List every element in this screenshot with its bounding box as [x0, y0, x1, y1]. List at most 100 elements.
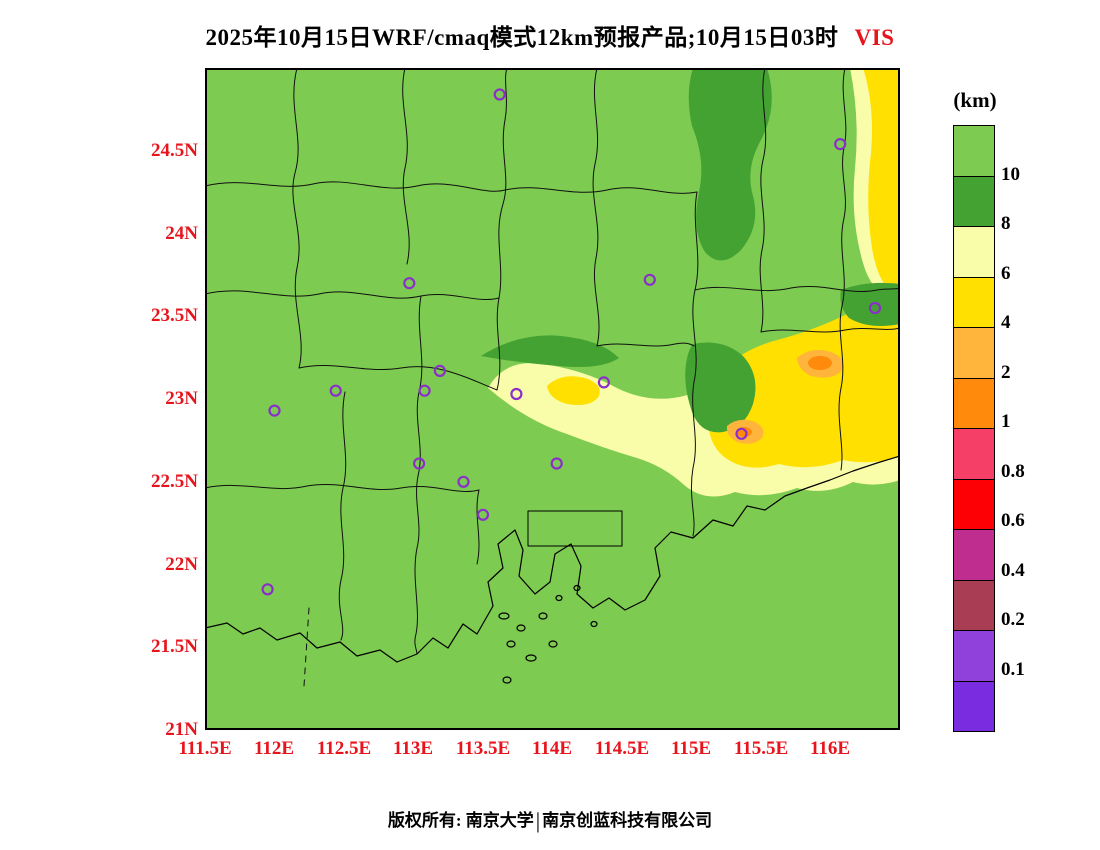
island	[538, 612, 548, 620]
colorbar-label: 0.1	[1001, 658, 1025, 680]
colorbar-cell	[954, 631, 994, 682]
lat-label: 24.5N	[151, 140, 198, 161]
boundary-line	[592, 67, 600, 347]
boundary-line	[690, 381, 696, 537]
colorbar-cell	[954, 479, 994, 530]
contour-dark-green-north	[688, 68, 772, 261]
maritime-dashed-boundary	[303, 607, 310, 687]
lon-label: 112E	[253, 738, 295, 759]
boundary-line	[476, 489, 480, 565]
colorbar-cell	[954, 378, 994, 429]
county-boundaries	[204, 67, 901, 687]
lat-label: 24N	[165, 223, 198, 244]
lat-label: 21N	[165, 719, 198, 740]
colorbar-label: 0.4	[1001, 559, 1025, 581]
colorbar-label: 8	[1001, 213, 1011, 234]
boundary-line	[596, 342, 695, 347]
boundary-line	[759, 67, 767, 333]
island	[548, 640, 558, 648]
plot-title-variable: VIS	[854, 25, 895, 50]
boundary-line	[498, 67, 508, 299]
boundary-line	[204, 290, 500, 301]
boundary-line	[298, 365, 498, 391]
boundary-line	[694, 285, 901, 293]
station-marker	[457, 475, 470, 488]
boundary-line	[838, 217, 845, 471]
boundary-line	[204, 483, 480, 493]
boundary-line	[292, 67, 302, 369]
island	[506, 640, 516, 648]
lon-label: 114.5E	[594, 738, 650, 759]
colorbar-cell	[954, 328, 994, 379]
lon-label: 114E	[531, 738, 573, 759]
coastline-layer	[204, 455, 901, 684]
colorbar-cell	[954, 429, 994, 480]
colorbar-label: 0.2	[1001, 609, 1025, 630]
lat-label: 21.5N	[151, 636, 198, 657]
colorbar-label: 2	[1001, 361, 1011, 383]
copyright-owner: 版权所有: 南京大学	[387, 811, 534, 830]
copyright-footer: 版权所有: 南京大学| 南京创蓝科技有限公司	[0, 806, 1100, 834]
lon-label: 116E	[809, 738, 851, 759]
colorbar-cell	[954, 277, 994, 328]
station-marker	[493, 88, 506, 101]
colorbar-cell	[954, 580, 994, 631]
island	[502, 676, 512, 684]
boundary-line	[760, 327, 901, 333]
colorbar-title: (km)	[953, 88, 997, 112]
lon-label: 115.5E	[733, 738, 789, 759]
footer-divider-icon: |	[535, 808, 541, 833]
copyright-company: 南京创蓝科技有限公司	[542, 811, 713, 830]
station-marker	[735, 427, 748, 440]
plot-title-text: 2025年10月15日WRF/cmaq模式12km预报产品;10月15日03时	[205, 25, 839, 50]
station-marker	[413, 457, 426, 470]
colorbar-label: 4	[1001, 312, 1011, 333]
boundary-line	[338, 391, 347, 641]
lon-label: 111.5E	[178, 738, 232, 759]
station-marker	[403, 277, 416, 290]
colorbar-label: 10	[1001, 163, 1020, 185]
station-marker-layer	[261, 88, 882, 596]
coastline	[204, 455, 901, 663]
colorbar-label: 6	[1001, 262, 1011, 284]
colorbar	[953, 125, 995, 732]
colorbar-label: 0.8	[1001, 460, 1025, 482]
plot-title: 2025年10月15日WRF/cmaq模式12km预报产品;10月15日03时 …	[0, 18, 1100, 52]
lat-label: 22.5N	[151, 471, 198, 492]
island	[516, 624, 526, 632]
lon-label: 115E	[670, 738, 712, 759]
station-marker	[643, 273, 656, 286]
station-marker	[268, 404, 281, 417]
colorbar-cell	[954, 176, 994, 227]
station-marker	[868, 301, 882, 315]
island	[573, 584, 581, 592]
island	[555, 594, 563, 602]
station-marker	[597, 376, 610, 389]
island	[590, 620, 598, 628]
contour-dark-green-blob	[685, 342, 756, 433]
station-marker	[476, 508, 490, 521]
contour-yellow-edge-ribbon	[863, 68, 900, 296]
contour-orange-core-1	[808, 356, 832, 370]
lon-label: 112.5E	[316, 738, 372, 759]
colorbar-cell	[954, 126, 994, 177]
lat-label: 22N	[165, 554, 198, 575]
station-marker	[418, 384, 431, 397]
colorbar-cell	[954, 227, 994, 278]
lat-label: 23N	[165, 388, 198, 409]
station-marker	[834, 137, 847, 151]
nested-domain-box	[527, 510, 623, 547]
colorbar-cell	[954, 530, 994, 581]
island	[525, 654, 537, 662]
boundary-line	[504, 187, 698, 194]
contour-map	[204, 67, 901, 730]
station-marker	[329, 384, 342, 397]
boundary-line	[496, 297, 501, 391]
lat-label: 23.5N	[151, 305, 198, 326]
colorbar-label: 1	[1001, 411, 1011, 432]
boundary-line	[414, 475, 420, 655]
station-marker	[550, 457, 563, 470]
map-area	[204, 67, 901, 730]
colorbar-cell	[954, 681, 994, 731]
boundary-line	[204, 181, 506, 192]
